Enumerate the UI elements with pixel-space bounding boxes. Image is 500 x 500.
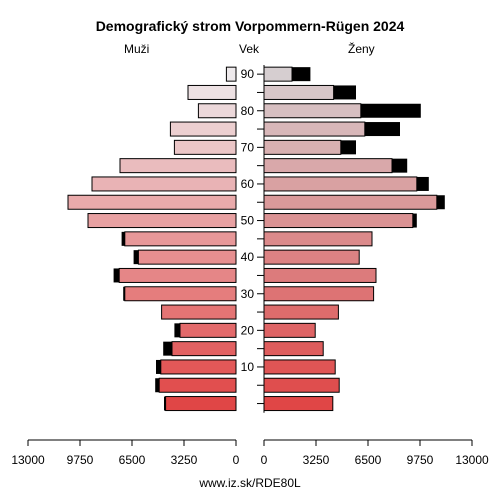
female-bar bbox=[263, 359, 336, 375]
female-bar bbox=[263, 121, 366, 137]
male-bar bbox=[67, 194, 237, 210]
female-bar bbox=[263, 194, 438, 210]
male-excess-bar bbox=[121, 231, 125, 246]
age-tick-label: 70 bbox=[241, 140, 255, 154]
male-bar bbox=[225, 66, 237, 82]
male-bar bbox=[119, 158, 237, 174]
male-bar bbox=[169, 121, 237, 137]
male-excess-bar bbox=[174, 323, 180, 338]
male-bar bbox=[187, 84, 237, 100]
chart-title: Demografický strom Vorpommern-Rügen 2024 bbox=[95, 18, 405, 34]
female-excess-bar bbox=[292, 67, 311, 82]
male-excess-bar bbox=[164, 396, 166, 411]
male-bar bbox=[158, 377, 237, 393]
male-excess-bar bbox=[123, 286, 125, 301]
female-excess-bar bbox=[412, 213, 417, 228]
age-header: Vek bbox=[239, 42, 260, 56]
male-header: Muži bbox=[124, 42, 150, 56]
female-header: Ženy bbox=[348, 42, 375, 56]
male-x-tick-label: 3250 bbox=[171, 453, 198, 467]
female-bar bbox=[263, 176, 418, 192]
age-tick-label: 50 bbox=[241, 214, 255, 228]
female-bar bbox=[263, 158, 393, 174]
female-bar bbox=[263, 84, 335, 100]
male-bar bbox=[91, 176, 237, 192]
male-excess-bar bbox=[155, 378, 160, 393]
female-bar bbox=[263, 249, 360, 265]
age-tick-label: 80 bbox=[241, 104, 255, 118]
male-excess-bar bbox=[156, 359, 161, 374]
male-x-tick-label: 6500 bbox=[119, 453, 146, 467]
male-bar bbox=[118, 267, 237, 283]
male-bar bbox=[165, 396, 237, 412]
male-bar bbox=[171, 341, 237, 357]
female-bar bbox=[263, 213, 414, 229]
male-x-tick-label: 9750 bbox=[67, 453, 94, 467]
female-bar bbox=[263, 267, 377, 283]
female-bar bbox=[263, 341, 324, 357]
female-excess-bar bbox=[360, 103, 421, 118]
male-bar bbox=[124, 286, 237, 302]
female-bar bbox=[263, 66, 293, 82]
age-tick-label: 10 bbox=[241, 360, 255, 374]
male-excess-bar bbox=[163, 341, 172, 356]
male-bar bbox=[137, 249, 237, 265]
female-excess-bar bbox=[436, 195, 445, 210]
male-bar bbox=[160, 359, 237, 375]
female-bar bbox=[263, 322, 316, 338]
female-x-tick-label: 9750 bbox=[407, 453, 434, 467]
male-bar bbox=[87, 213, 237, 229]
age-tick-label: 60 bbox=[241, 177, 255, 191]
female-excess-bar bbox=[392, 158, 408, 173]
female-bar bbox=[263, 231, 373, 247]
male-bar bbox=[173, 139, 237, 155]
female-bar bbox=[263, 139, 342, 155]
female-bar bbox=[263, 286, 375, 302]
female-excess-bar bbox=[340, 140, 356, 155]
female-x-tick-label: 13000 bbox=[455, 453, 489, 467]
female-bar bbox=[263, 103, 362, 119]
age-tick-label: 30 bbox=[241, 287, 255, 301]
source-footer: www.iz.sk/RDE80L bbox=[199, 476, 301, 490]
male-bar bbox=[179, 322, 237, 338]
age-tick-label: 20 bbox=[241, 323, 255, 337]
female-x-tick-label: 0 bbox=[261, 453, 268, 467]
female-bar bbox=[263, 396, 334, 412]
female-excess-bar bbox=[333, 85, 356, 100]
female-x-tick-label: 3250 bbox=[303, 453, 330, 467]
male-bar bbox=[161, 304, 237, 320]
female-excess-bar bbox=[416, 176, 429, 191]
age-tick-label: 40 bbox=[241, 250, 255, 264]
male-bar bbox=[124, 231, 237, 247]
male-excess-bar bbox=[133, 250, 139, 265]
female-bar bbox=[263, 304, 339, 320]
female-bar bbox=[263, 377, 340, 393]
male-x-tick-label: 13000 bbox=[11, 453, 45, 467]
age-tick-label: 90 bbox=[241, 67, 255, 81]
male-x-tick-label: 0 bbox=[233, 453, 240, 467]
female-x-tick-label: 6500 bbox=[355, 453, 382, 467]
male-bar bbox=[197, 103, 237, 119]
male-excess-bar bbox=[113, 268, 120, 283]
female-excess-bar bbox=[364, 122, 400, 137]
